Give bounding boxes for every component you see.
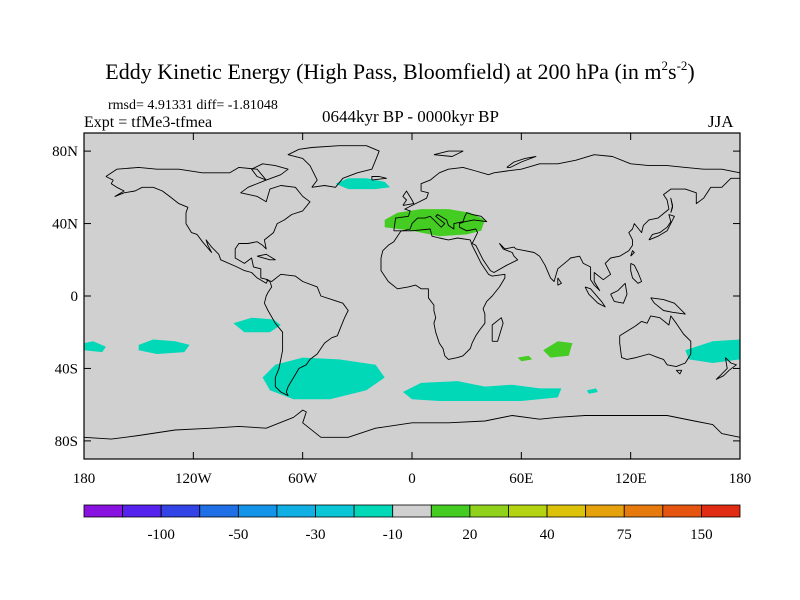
- coastline-philippines: [630, 262, 643, 284]
- colorbar-label: -100: [147, 527, 175, 543]
- coastline-baffin: [251, 163, 289, 181]
- coastline-svalbard: [433, 150, 464, 157]
- coastline-sakhalin: [670, 197, 674, 213]
- x-tick-label: 180: [729, 471, 752, 487]
- colorbar-label: -10: [383, 527, 403, 543]
- coastline-sumatra: [584, 286, 606, 308]
- colorbar-box: [662, 504, 702, 518]
- colorbar-box: [160, 504, 201, 518]
- y-tick-label: 40S: [55, 361, 78, 377]
- colorbar-box: [701, 504, 741, 518]
- colorbar-box: [83, 504, 123, 518]
- map-title: Eddy Kinetic Energy (High Pass, Bloomfie…: [105, 58, 695, 84]
- coastline-tasmania: [675, 369, 683, 375]
- region-south-pacific-central-negative: [138, 339, 190, 354]
- rmsd-diff-stats: rmsd= 4.91331 diff= -1.81048: [108, 98, 278, 113]
- region-south-america-atlantic-negative: [262, 357, 385, 400]
- colorbar-box: [199, 504, 239, 518]
- coastline-taiwan: [630, 250, 635, 257]
- coastline-greenland: [287, 145, 380, 188]
- map-background: [84, 133, 740, 459]
- region-indian-ocean-small-positive: [517, 355, 533, 362]
- coastline-britain: [402, 190, 415, 206]
- y-tick-label: 40N: [52, 217, 78, 233]
- colorbar-label: -50: [228, 527, 248, 543]
- colorbar-box: [623, 504, 664, 518]
- colorbar-box: [508, 504, 548, 518]
- region-southeast-pacific-negative: [233, 317, 281, 333]
- region-indian-ocean-positive: [543, 341, 573, 358]
- coastline-north-america: [105, 166, 311, 284]
- y-tick-label: 80N: [52, 144, 78, 160]
- colorbar-box: [585, 504, 625, 518]
- region-southern-indian-ocean-negative: [402, 381, 562, 401]
- colorbar-label: 20: [462, 527, 477, 543]
- colorbar-box: [315, 504, 355, 518]
- colorbar-box: [546, 504, 587, 518]
- colorbar-label: -30: [306, 527, 326, 543]
- coastline-europe-asia: [393, 154, 741, 292]
- coastline-antarctica: [83, 409, 741, 440]
- coastline-sri-lanka: [557, 277, 562, 286]
- coastline-novaya-zemlya: [506, 156, 537, 168]
- experiment-label: Expt = tfMe3-tfmea: [84, 114, 213, 131]
- coastline-new-guinea: [650, 297, 686, 315]
- coastlines: [83, 145, 741, 440]
- region-north-atlantic-negative: [335, 178, 391, 190]
- colorbar-label: 75: [617, 527, 632, 543]
- colorbar-box: [276, 504, 316, 518]
- region-south-pacific-west-negative: [84, 341, 106, 353]
- coastline-south-america: [263, 273, 349, 397]
- x-tick-label: 60W: [288, 471, 318, 487]
- region-tasman-sea-negative: [685, 339, 740, 363]
- colorbar: -100 -50 -30 -10 20 40 75 150: [83, 504, 741, 543]
- y-tick-label: 0: [71, 289, 79, 305]
- coastline-borneo: [610, 282, 628, 304]
- colorbar-box: [237, 504, 278, 518]
- coastline-africa: [380, 228, 506, 360]
- region-indian-ocean-small-negative: [586, 388, 598, 394]
- colorbar-box: [469, 504, 509, 518]
- colorbar-label: 40: [540, 527, 555, 543]
- axis-ticks: 180 120W 60W 0 60E 120E 180 80N 40N 0 40S 80S: [52, 133, 751, 487]
- x-tick-label: 180: [73, 471, 96, 487]
- colorbar-box: [392, 504, 432, 518]
- colorbar-box: [353, 504, 394, 518]
- coastline-iceland: [371, 176, 387, 181]
- coastline-madagascar: [491, 317, 504, 342]
- x-tick-label: 0: [408, 471, 416, 487]
- colorbar-label: 150: [690, 527, 713, 543]
- coastline-new-zealand: [715, 357, 737, 380]
- colorbar-box: [122, 504, 162, 518]
- season-label: JJA: [708, 112, 734, 131]
- y-tick-label: 80S: [55, 434, 78, 450]
- x-tick-label: 60E: [509, 471, 533, 487]
- period-label: 0644kyr BP - 0000kyr BP: [322, 107, 499, 126]
- colorbar-box: [430, 504, 471, 518]
- coastline-japan: [648, 214, 675, 241]
- x-tick-label: 120W: [175, 471, 213, 487]
- coastline-cuba: [256, 253, 276, 261]
- x-tick-label: 120E: [615, 471, 647, 487]
- coastline-australia: [619, 315, 692, 368]
